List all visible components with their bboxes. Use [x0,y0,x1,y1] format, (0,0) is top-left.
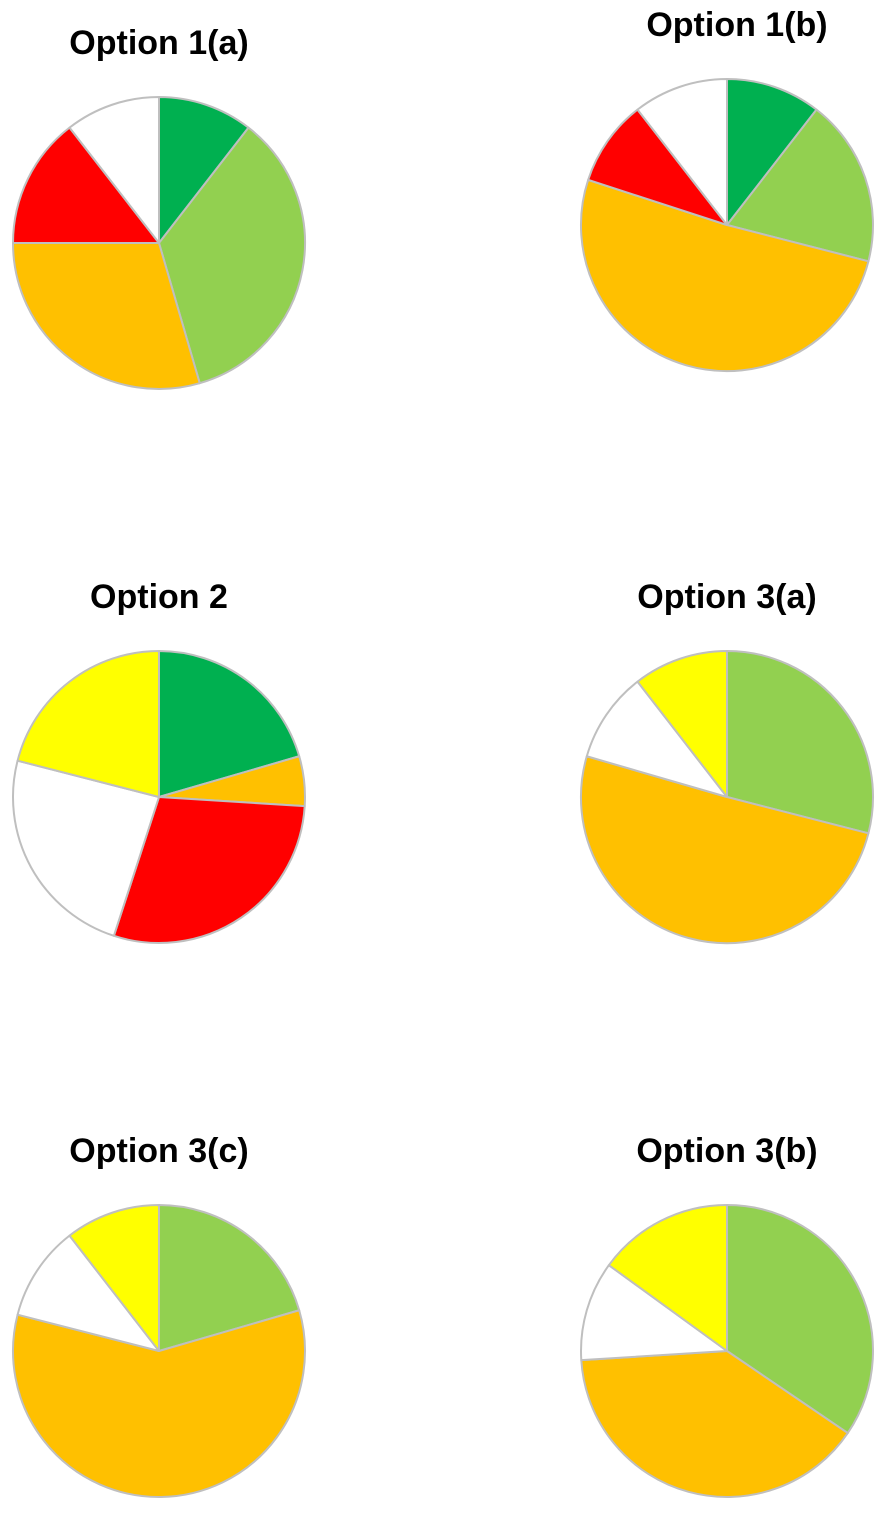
pie-slice-2 [580,1264,728,1362]
pie-slice-2 [585,680,728,798]
pie-panel-option-1b: Option 1(b) [562,0,892,400]
pie-slice-2 [12,242,201,390]
pie-panel-option-2: Option 2 [0,572,324,972]
pie-slice-3 [636,650,728,798]
chart-title: Option 3(b) [636,1132,818,1170]
pie-slice-4 [636,78,728,226]
pie-slice-0 [158,96,250,244]
chart-title: Option 2 [90,578,228,616]
pie-slice-2 [16,1234,160,1352]
pie-slice-3 [12,126,160,244]
pie-slice-0 [158,1204,301,1352]
pie-slice-4 [16,650,160,798]
pie-chart [580,1204,874,1498]
pie-slice-2 [112,796,306,944]
pie-panel-option-1a: Option 1(a) [0,18,324,418]
pie-slice-0 [158,650,301,798]
chart-title: Option 1(a) [69,24,249,62]
pie-slice-0 [726,1204,874,1435]
pie-slice-1 [158,126,306,385]
pie-chart [12,1204,306,1498]
chart-title: Option 1(b) [646,6,828,44]
pie-slice-4 [68,96,160,244]
pie-panel-option-3b: Option 3(b) [562,1126,892,1526]
pie-slice-2 [580,178,870,373]
pie-slice-1 [579,755,870,945]
pie-slice-1 [726,108,874,263]
pie-slice-3 [587,108,728,226]
pie-chart [579,650,874,945]
pie-slice-0 [726,78,818,226]
pie-panel-option-3a: Option 3(a) [562,572,892,972]
pie-slice-3 [68,1204,160,1352]
pie-slice-3 [12,759,160,937]
pie-chart [12,96,306,390]
chart-title: Option 3(c) [69,1132,249,1170]
pie-chart [580,78,874,373]
pie-slice-0 [726,650,874,835]
pie-slice-1 [580,1350,849,1498]
pie-chart [12,650,306,944]
pie-panel-option-3c: Option 3(c) [0,1126,324,1526]
chart-title: Option 3(a) [637,578,817,616]
pie-slice-3 [607,1204,728,1352]
